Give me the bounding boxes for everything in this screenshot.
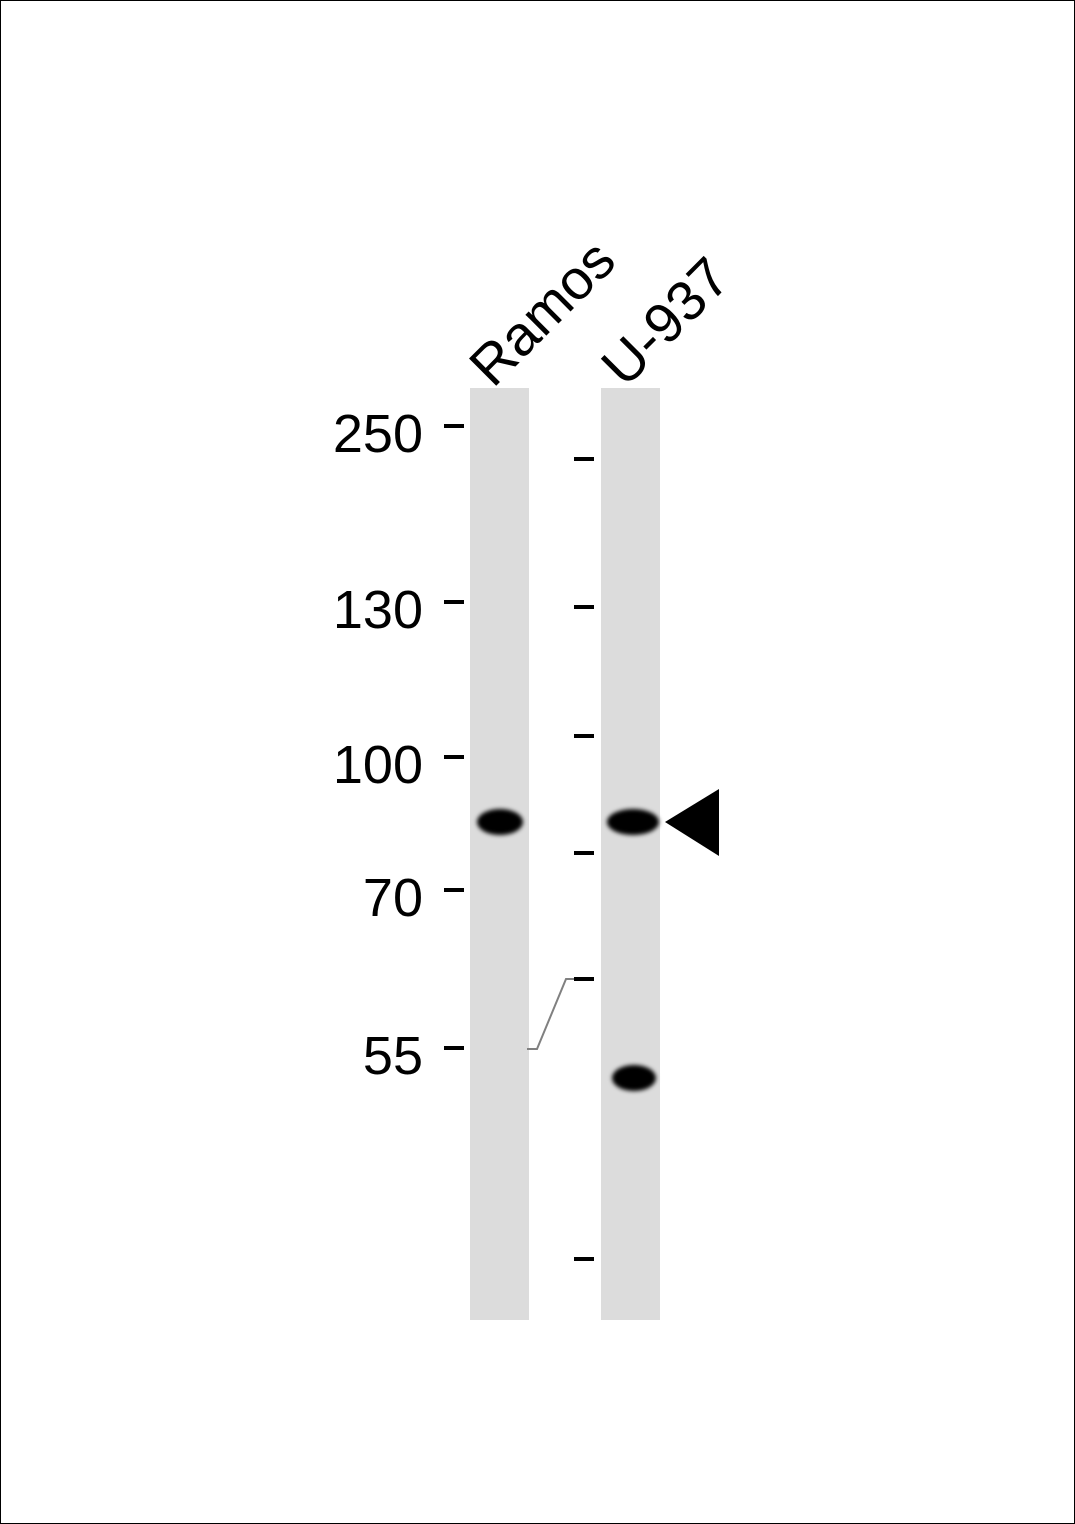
marker-label-250: 250: [333, 404, 423, 464]
target-band-arrow-icon: [665, 789, 719, 856]
lane2-tick: [574, 605, 594, 609]
lane-ramos: [470, 388, 529, 1320]
band-u937-lower: [612, 1065, 656, 1091]
lane2-tick: [574, 851, 594, 855]
band-ramos-main: [477, 809, 523, 835]
marker-label-55: 55: [363, 1026, 423, 1086]
lane-label-ramos: Ramos: [457, 228, 627, 398]
marker-tick-70: [444, 888, 464, 892]
marker-tick-55: [444, 1046, 464, 1050]
lane2-tick: [574, 1257, 594, 1261]
marker-label-130: 130: [333, 580, 423, 640]
lane2-tick: [574, 977, 594, 981]
lane2-tick: [574, 734, 594, 738]
marker-tick-100: [444, 755, 464, 759]
lane-u937: [601, 388, 660, 1320]
marker-tick-130: [444, 600, 464, 604]
band-u937-main: [607, 809, 659, 835]
marker-label-100: 100: [333, 735, 423, 795]
marker-connector-line: [527, 978, 574, 1050]
marker-tick-250: [444, 424, 464, 428]
lane2-tick: [574, 457, 594, 461]
marker-label-70: 70: [363, 868, 423, 928]
